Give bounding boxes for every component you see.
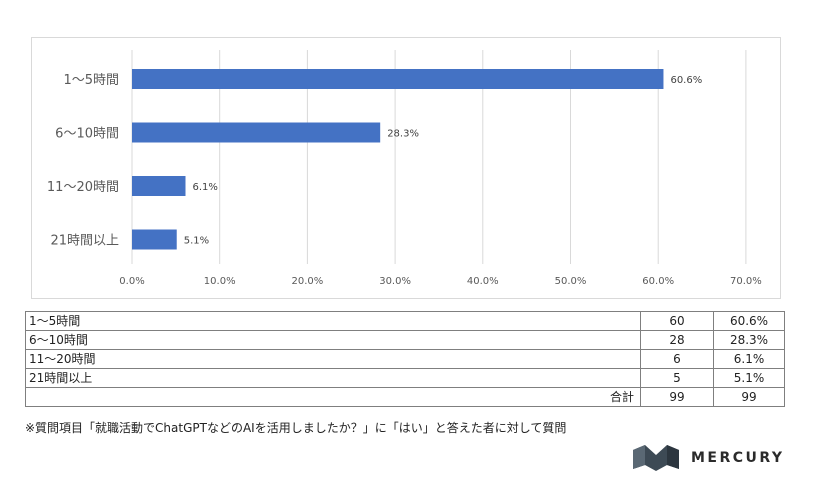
mercury-logo-icon <box>633 445 679 471</box>
table-cell-percent: 99 <box>713 387 785 407</box>
table-cell-percent: 6.1% <box>713 349 785 369</box>
table-row: 11～20時間 6 6.1% <box>25 349 785 369</box>
data-table: 1～5時間 60 60.6% 6～10時間 28 28.3% 11～20時間 6 6.1% 21時… <box>25 311 785 407</box>
x-tick-label: 20.0% <box>292 276 324 287</box>
data-label: 6.1% <box>192 182 217 193</box>
table-cell-label: 合計 <box>25 387 641 407</box>
bar <box>132 69 664 89</box>
x-tick-label: 60.0% <box>642 276 674 287</box>
table-cell-count: 60 <box>640 311 714 331</box>
x-tick-label: 0.0% <box>119 276 144 287</box>
category-label: 11～20時間 <box>47 180 119 195</box>
x-tick-label: 50.0% <box>555 276 587 287</box>
data-label: 28.3% <box>387 129 419 140</box>
logo-text: MERCURY <box>691 450 785 466</box>
table-cell-percent: 5.1% <box>713 368 785 388</box>
x-tick-label: 70.0% <box>730 276 762 287</box>
table-row: 21時間以上 5 5.1% <box>25 368 785 388</box>
chart-frame: 0.0% 10.0% 20.0% 30.0% 40.0% 50.0% 60.0% 70.0% 1… <box>31 37 781 299</box>
table-cell-label: 1～5時間 <box>25 311 641 331</box>
footnote: ※質問項目「就職活動でChatGPTなどのAIを活用しましたか？」に「はい」と答… <box>25 421 567 435</box>
table-cell-label: 6～10時間 <box>25 330 641 350</box>
table-cell-percent: 60.6% <box>713 311 785 331</box>
x-tick-label: 40.0% <box>467 276 499 287</box>
data-label: 60.6% <box>670 75 702 86</box>
table-row: 6～10時間 28 28.3% <box>25 330 785 350</box>
x-tick-label: 10.0% <box>204 276 236 287</box>
x-tick-label: 30.0% <box>379 276 411 287</box>
table-cell-count: 28 <box>640 330 714 350</box>
table-cell-count: 99 <box>640 387 714 407</box>
bar-chart: 0.0% 10.0% 20.0% 30.0% 40.0% 50.0% 60.0% 70.0% 1… <box>47 50 762 287</box>
category-label: 6～10時間 <box>55 127 119 142</box>
table-cell-count: 6 <box>640 349 714 369</box>
bar <box>132 229 177 250</box>
bar <box>132 176 186 196</box>
table-row: 1～5時間 60 60.6% <box>25 311 785 331</box>
table-cell-count: 5 <box>640 368 714 388</box>
table-total-row: 合計 99 99 <box>25 387 785 407</box>
category-label: 21時間以上 <box>50 234 119 249</box>
mercury-logo: MERCURY <box>631 444 791 474</box>
table-cell-percent: 28.3% <box>713 330 785 350</box>
table-cell-label: 11～20時間 <box>25 349 641 369</box>
table-cell-label: 21時間以上 <box>25 368 641 388</box>
category-label: 1～5時間 <box>63 73 119 88</box>
bar <box>132 122 381 143</box>
data-label: 5.1% <box>184 236 209 247</box>
